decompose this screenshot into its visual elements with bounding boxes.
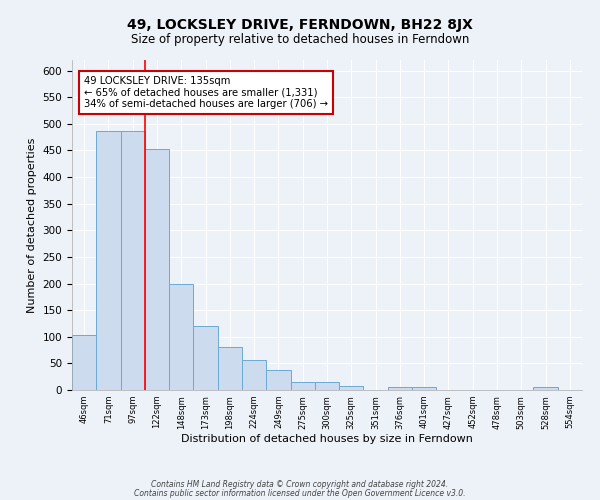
Bar	[96, 131, 121, 390]
Bar	[145, 150, 169, 390]
Bar	[121, 131, 145, 390]
Bar	[242, 360, 266, 390]
X-axis label: Distribution of detached houses by size in Ferndown: Distribution of detached houses by size …	[181, 434, 473, 444]
Bar	[412, 388, 436, 390]
Bar	[193, 326, 218, 390]
Bar	[388, 388, 412, 390]
Text: Contains public sector information licensed under the Open Government Licence v3: Contains public sector information licen…	[134, 488, 466, 498]
Bar	[339, 386, 364, 390]
Text: Size of property relative to detached houses in Ferndown: Size of property relative to detached ho…	[131, 32, 469, 46]
Bar	[533, 388, 558, 390]
Text: 49, LOCKSLEY DRIVE, FERNDOWN, BH22 8JX: 49, LOCKSLEY DRIVE, FERNDOWN, BH22 8JX	[127, 18, 473, 32]
Bar	[169, 284, 193, 390]
Bar	[72, 335, 96, 390]
Text: 49 LOCKSLEY DRIVE: 135sqm
← 65% of detached houses are smaller (1,331)
34% of se: 49 LOCKSLEY DRIVE: 135sqm ← 65% of detac…	[84, 76, 328, 109]
Bar	[266, 370, 290, 390]
Bar	[315, 382, 339, 390]
Bar	[218, 348, 242, 390]
Bar	[290, 382, 315, 390]
Y-axis label: Number of detached properties: Number of detached properties	[27, 138, 37, 312]
Text: Contains HM Land Registry data © Crown copyright and database right 2024.: Contains HM Land Registry data © Crown c…	[151, 480, 449, 489]
